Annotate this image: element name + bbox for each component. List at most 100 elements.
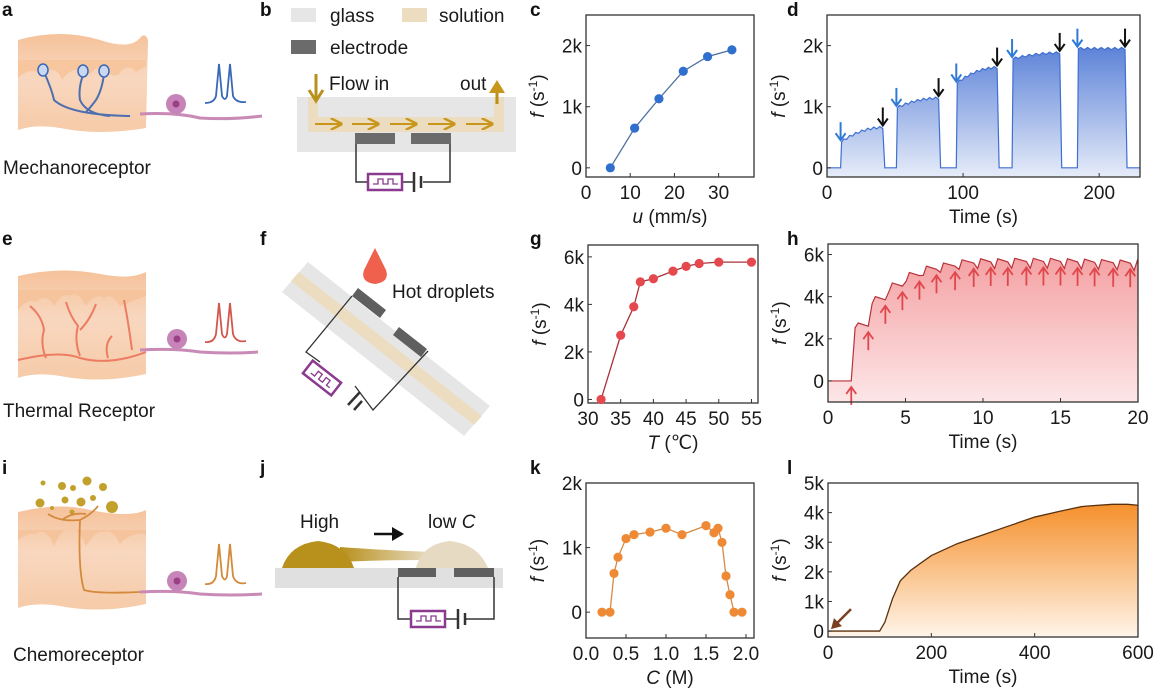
action-potential-spikes-icon: [204, 302, 247, 343]
y-axis-unit: (s: [769, 91, 790, 107]
data-point: [702, 51, 713, 62]
plot-frame: [587, 244, 759, 404]
bridge-liquid: [340, 547, 430, 562]
y-tick-label: 1k: [803, 98, 824, 119]
y-axis-label: f (s-1): [526, 74, 549, 117]
flow-on-arrow-icon-head: [834, 132, 847, 142]
flow-out-label: out: [460, 74, 487, 95]
circuit-wire: [397, 577, 495, 620]
series-line: [828, 257, 1139, 382]
y-axis-unit: (s: [770, 555, 791, 571]
electrode-right: [454, 568, 494, 577]
data-point: [596, 394, 606, 405]
meter-waveform: [416, 615, 441, 622]
caption-thermal-receptor: Thermal Receptor: [3, 401, 156, 422]
flow-off-arrow-icon-head: [932, 88, 945, 98]
y-tick-label: 2k: [564, 343, 585, 364]
glass-substrate: [275, 568, 503, 588]
chart-d-frequency-vs-time-flow: 0 100 200 0 1k 2k Time (s) f (s-1): [767, 14, 1141, 228]
y-axis-unit-exponent: -1: [767, 80, 781, 91]
battery-icon-short: [353, 400, 363, 411]
y-tick-label: 6k: [804, 246, 825, 267]
x-tick-label: 2.0: [733, 644, 759, 665]
x-tick-label: 30: [708, 183, 729, 204]
x-axis-variable: C: [646, 668, 660, 689]
y-tick-label: 1k: [804, 592, 825, 613]
droplet-arrow-icon-head: [896, 290, 909, 300]
x-tick-label: 0.0: [573, 644, 599, 665]
flow-on-arrow-icon-head: [1006, 49, 1018, 59]
high-concentration-droplet: [282, 541, 354, 568]
y-axis-unit-exponent: -1: [768, 307, 782, 318]
y-axis-variable: f: [770, 334, 791, 345]
data-point: [717, 537, 727, 548]
data-point: [694, 258, 704, 269]
y-axis-unit-exponent: -1: [528, 308, 542, 319]
meter-icon: [301, 358, 343, 398]
electrode-left: [355, 133, 395, 144]
chart-l-frequency-vs-time-gradient: 0 200 400 600 0 1k 2k 3k 4k 5k Time (s) f (s-1): [768, 474, 1154, 688]
flow-out-arrowhead: [489, 80, 505, 93]
flow-in-arrow-icon: [307, 74, 325, 104]
x-axis-label: T (℃): [648, 433, 699, 454]
series-line: [600, 261, 752, 400]
electrode-left: [398, 568, 436, 577]
chart-h-frequency-vs-time-droplets: 0 5 10 15 20 0 2k 4k 6k Time (s) f (s-1): [768, 243, 1149, 453]
battery-icon: [347, 391, 361, 406]
droplet-arrow-icon-head: [967, 267, 980, 277]
y-tick-label: 6k: [564, 248, 585, 269]
area-fill: [827, 47, 1140, 177]
chemoreceptor-nerve-fibers: [47, 505, 141, 594]
series-line: [609, 49, 733, 169]
x-axis-label: u (mm/s): [633, 207, 708, 228]
arrow-right-head: [392, 527, 404, 541]
tilted-solution-layer: [291, 272, 482, 425]
y-axis-unit: (s: [530, 319, 551, 335]
plot-frame: [827, 482, 1139, 638]
data-point: [661, 523, 671, 533]
axon: [139, 112, 263, 121]
electrode-right: [411, 133, 451, 144]
droplet-arrow-icon-head: [913, 280, 926, 290]
chemical-particles: [35, 476, 118, 515]
x-axis-variable: u: [633, 207, 644, 228]
flow-off-arrow-icon-head: [1053, 43, 1066, 53]
data-point: [701, 521, 711, 531]
chart-c-frequency-vs-flow-speed: 0 10 20 30 0 1k 2k u (mm/s) f (s-1): [526, 14, 755, 228]
droplet-arrow-icon-head: [1054, 265, 1067, 276]
legend-swatch-glass: [291, 8, 316, 22]
x-tick-label: 0: [581, 183, 592, 204]
data-point: [737, 607, 747, 617]
droplet-icon: [363, 248, 387, 284]
plot-frame: [585, 482, 755, 639]
y-tick-label: 4k: [564, 295, 585, 316]
x-axis-unit: (℃): [659, 433, 698, 454]
data-point: [635, 277, 645, 287]
data-point: [629, 302, 639, 312]
legend-swatch-solution: [402, 8, 427, 22]
y-axis-unit-close: ): [770, 538, 791, 544]
plot-frame: [585, 14, 755, 178]
y-tick-label: 1k: [562, 539, 583, 560]
meissner-corpuscle: [77, 64, 89, 78]
y-tick-label: 2k: [562, 37, 583, 58]
axon: [139, 589, 263, 597]
data-point: [613, 552, 623, 562]
y-axis-unit-close: ): [528, 74, 549, 80]
y-tick-label: 1k: [562, 98, 583, 119]
droplet-arrow-icon-head: [930, 273, 943, 283]
droplet-arrow-icon-head: [862, 330, 875, 340]
x-tick-label: 600: [1122, 643, 1154, 664]
y-axis-unit: (s: [528, 556, 549, 572]
y-axis-unit-close: ): [530, 302, 551, 308]
skin-tissue: [18, 506, 146, 610]
neuron-nucleus: [172, 100, 180, 108]
mechanoreceptor-illustration: [18, 34, 263, 132]
chart-g-frequency-vs-temperature: 30 35 40 45 50 55 0 2k 4k 6k T (℃) f (s-1): [528, 244, 762, 454]
low-concentration-droplet: [416, 541, 488, 568]
panel-letter-c: c: [530, 0, 541, 21]
y-axis-unit-exponent: -1: [768, 544, 782, 555]
y-tick-label: 4k: [804, 288, 825, 309]
low-label-variable: C: [462, 512, 476, 533]
